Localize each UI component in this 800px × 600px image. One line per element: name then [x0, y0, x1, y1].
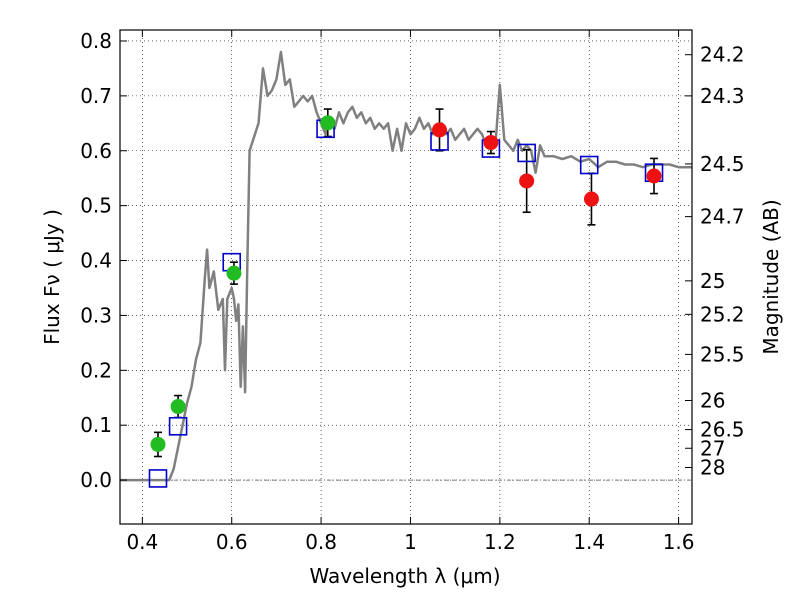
- y-tick-label: 0.6: [80, 139, 112, 163]
- sed-model-line: [120, 50, 692, 482]
- grid: [120, 30, 692, 524]
- x-tick-label: 1.4: [573, 530, 605, 554]
- model-square: [579, 155, 599, 175]
- x-tick-label: 1: [404, 530, 417, 554]
- sed-line-layer: [120, 50, 692, 482]
- y-tick-label: 0.7: [80, 84, 112, 108]
- y-tick-label: 0.1: [80, 413, 112, 437]
- magnitude-tick-label: 25.5: [700, 342, 745, 366]
- data-point: [483, 135, 499, 151]
- data-points: [150, 115, 662, 452]
- y-tick-label: 0.0: [80, 468, 112, 492]
- model-square: [148, 469, 168, 488]
- model-square: [517, 143, 536, 163]
- magnitude-tick-label: 27: [700, 436, 725, 460]
- magnitude-tick-label: 24.3: [700, 84, 745, 108]
- model-square: [168, 416, 188, 436]
- magnitude-tick-label: 28: [700, 455, 725, 479]
- x-tick-label: 0.4: [126, 530, 158, 554]
- y-tick-label: 0.2: [80, 358, 112, 382]
- y-tick-label: 0.8: [80, 29, 112, 53]
- y-tick-label: 0.4: [80, 249, 112, 273]
- x-tick-label: 1.6: [663, 530, 695, 554]
- y-axis-label: Flux Fν ( μJy ): [40, 209, 64, 345]
- data-point: [583, 191, 599, 207]
- y-tick-label: 0.3: [80, 303, 112, 327]
- magnitude-tick-label: 26.5: [700, 418, 745, 442]
- axis-ticks: 0.4 0.6 0.8 1 1.2 1.4 1.6 0.0 0.1 0.2 0.3 0.4 0.5 0.6…: [80, 29, 744, 554]
- magnitude-tick-label: 24.7: [700, 205, 745, 229]
- data-point: [170, 399, 186, 415]
- data-point: [519, 173, 535, 189]
- x-tick-label: 0.8: [305, 530, 337, 554]
- x-tick-label: 1.2: [484, 530, 516, 554]
- magnitude-tick-label: 26: [700, 389, 725, 413]
- magnitude-tick-label: 24.5: [700, 152, 745, 176]
- x-axis-label: Wavelength λ (μm): [309, 564, 500, 588]
- magnitude-tick-label: 25: [700, 269, 725, 293]
- magnitude-tick-label: 25.2: [700, 302, 745, 326]
- data-point: [432, 122, 448, 138]
- data-point: [646, 168, 662, 184]
- data-point: [320, 115, 336, 131]
- x-tick-label: 0.6: [216, 530, 248, 554]
- magnitude-tick-label: 24.2: [700, 43, 745, 67]
- magnitude-axis-label: Magnitude (AB): [759, 199, 783, 354]
- data-point: [150, 436, 166, 452]
- y-tick-label: 0.5: [80, 194, 112, 218]
- data-point: [226, 265, 242, 281]
- plot-frame: [119, 29, 693, 525]
